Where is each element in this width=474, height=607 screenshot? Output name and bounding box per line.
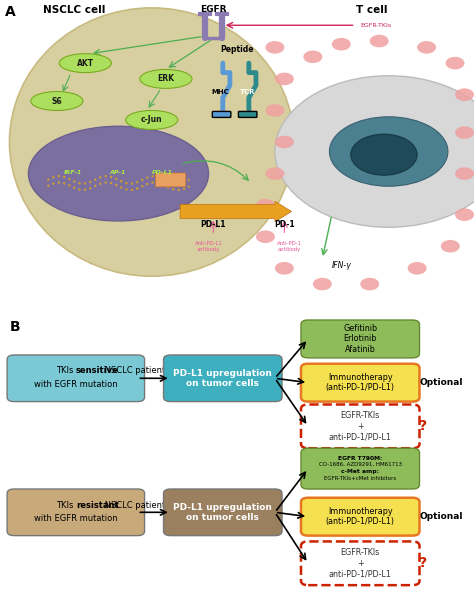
Circle shape [455, 208, 474, 221]
Text: IFN-γ: IFN-γ [331, 261, 351, 270]
Text: B: B [9, 320, 20, 334]
Text: EGFR T790M:: EGFR T790M: [338, 455, 383, 461]
FancyBboxPatch shape [164, 489, 282, 535]
Text: EGFR-TKIs
+
anti-PD-1/PD-L1: EGFR-TKIs + anti-PD-1/PD-L1 [329, 548, 392, 578]
Text: c-Jun: c-Jun [141, 115, 163, 124]
Text: c-Met amp:: c-Met amp: [341, 469, 379, 474]
Text: ERK: ERK [157, 75, 174, 83]
Circle shape [265, 168, 284, 180]
Text: CO-1686, AZD9291, HM61713: CO-1686, AZD9291, HM61713 [319, 463, 402, 467]
Text: PD-L1: PD-L1 [152, 169, 173, 175]
Circle shape [265, 41, 284, 53]
FancyArrow shape [180, 202, 292, 222]
Circle shape [455, 89, 474, 101]
Text: resistant: resistant [76, 501, 118, 509]
Text: IRF-1: IRF-1 [64, 169, 82, 175]
Text: PD-L1: PD-L1 [201, 220, 226, 229]
Circle shape [446, 57, 465, 69]
Ellipse shape [28, 126, 209, 221]
FancyBboxPatch shape [164, 355, 282, 402]
Text: Anti-PD-1
antibody: Anti-PD-1 antibody [277, 242, 301, 253]
Circle shape [256, 199, 275, 211]
FancyBboxPatch shape [301, 448, 419, 489]
Text: AKT: AKT [77, 59, 94, 67]
Text: PD-L1 upregulation
on tumor cells: PD-L1 upregulation on tumor cells [173, 503, 272, 522]
Text: sensitive: sensitive [76, 367, 118, 376]
Text: EGFR-TKIs+cMet inhibitors: EGFR-TKIs+cMet inhibitors [324, 476, 396, 481]
Text: Optional: Optional [419, 378, 463, 387]
FancyBboxPatch shape [7, 355, 145, 402]
Text: TKIs: TKIs [56, 367, 76, 376]
Text: Immunotherapy
(anti-PD-1/PD-L1): Immunotherapy (anti-PD-1/PD-L1) [326, 507, 395, 526]
Text: with EGFR mutation: with EGFR mutation [34, 379, 118, 388]
Ellipse shape [329, 117, 448, 186]
Text: MHC: MHC [211, 89, 229, 95]
FancyBboxPatch shape [301, 541, 419, 585]
Text: A: A [5, 5, 16, 19]
FancyBboxPatch shape [155, 173, 186, 187]
Text: with EGFR mutation: with EGFR mutation [34, 514, 118, 523]
FancyBboxPatch shape [7, 489, 145, 535]
Text: NSCLC patients: NSCLC patients [102, 501, 170, 509]
Text: EGFR-TKIs
+
anti-PD-1/PD-L1: EGFR-TKIs + anti-PD-1/PD-L1 [329, 412, 392, 441]
FancyBboxPatch shape [212, 112, 231, 117]
Ellipse shape [31, 92, 83, 110]
Circle shape [455, 168, 474, 180]
Ellipse shape [59, 53, 111, 73]
Circle shape [256, 231, 275, 243]
Text: EGFR-TKIs: EGFR-TKIs [360, 22, 392, 28]
Text: Peptide: Peptide [220, 45, 254, 53]
Circle shape [275, 73, 294, 85]
Text: T cell: T cell [356, 5, 387, 15]
FancyBboxPatch shape [301, 320, 419, 358]
Text: TKIs: TKIs [56, 501, 76, 509]
Circle shape [303, 50, 322, 63]
Text: EGFR: EGFR [200, 5, 227, 14]
Ellipse shape [9, 8, 294, 276]
Text: PD-1: PD-1 [274, 220, 295, 229]
Circle shape [441, 240, 460, 253]
Text: TCR: TCR [240, 89, 255, 95]
Text: S6: S6 [52, 97, 62, 106]
FancyBboxPatch shape [238, 112, 257, 117]
Text: Optional: Optional [419, 512, 463, 521]
Circle shape [455, 126, 474, 139]
Circle shape [417, 41, 436, 53]
Ellipse shape [126, 110, 178, 129]
Text: PD-L1 upregulation
on tumor cells: PD-L1 upregulation on tumor cells [173, 368, 272, 388]
Text: Gefitinib
Erlotinib
Afatinib: Gefitinib Erlotinib Afatinib [343, 324, 377, 354]
Circle shape [370, 35, 389, 47]
Circle shape [275, 136, 294, 148]
Circle shape [360, 278, 379, 290]
Ellipse shape [351, 134, 417, 175]
Circle shape [332, 38, 351, 50]
Text: NSCLC cell: NSCLC cell [43, 5, 105, 15]
Circle shape [265, 104, 284, 117]
Circle shape [275, 76, 474, 227]
Circle shape [275, 262, 294, 274]
FancyBboxPatch shape [301, 498, 419, 535]
FancyBboxPatch shape [301, 364, 419, 402]
Text: ?: ? [419, 556, 428, 571]
Text: AP-1: AP-1 [109, 169, 126, 175]
FancyBboxPatch shape [301, 404, 419, 448]
Circle shape [408, 262, 427, 274]
Text: Immunotherapy
(anti-PD-1/PD-L1): Immunotherapy (anti-PD-1/PD-L1) [326, 373, 395, 392]
Text: Anti-PD-L1
antibody: Anti-PD-L1 antibody [195, 242, 222, 253]
Ellipse shape [140, 69, 192, 89]
Text: NSCLC patients: NSCLC patients [102, 367, 170, 376]
Text: ?: ? [419, 419, 428, 433]
Circle shape [313, 278, 332, 290]
